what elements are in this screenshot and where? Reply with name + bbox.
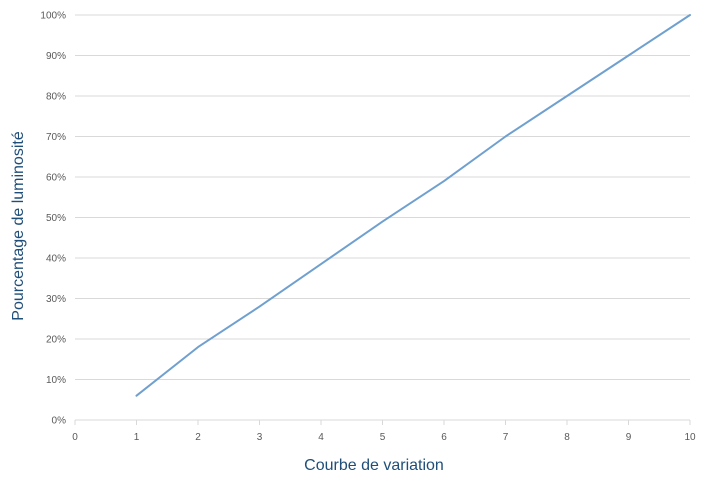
y-tick-label: 70% [46, 132, 66, 143]
y-tick-label: 30% [46, 294, 66, 305]
x-tick-label: 3 [257, 432, 263, 443]
x-tick-label: 1 [134, 432, 140, 443]
y-tick-label: 10% [46, 375, 66, 386]
gridlines [75, 14, 690, 380]
axes [74, 419, 691, 425]
x-tick-label: 8 [564, 432, 570, 443]
x-tick-label: 0 [72, 432, 78, 443]
y-tick-label: 40% [46, 254, 66, 265]
series-lines [135, 14, 691, 397]
x-tick-label: 7 [503, 432, 509, 443]
x-tick-label: 10 [684, 432, 696, 443]
y-tick-labels: 0% 10% 20% 30% 40% 50% 60% 70% 80% 90% 100% [40, 11, 66, 427]
y-tick-label: 100% [40, 11, 66, 22]
x-tick-label: 4 [318, 432, 324, 443]
y-axis-title: Pourcentage de luminosité [10, 131, 27, 321]
y-tick-label: 0% [52, 416, 67, 427]
x-tick-labels: 0 1 2 3 4 5 6 7 8 9 10 [72, 432, 696, 443]
y-tick-label: 50% [46, 213, 66, 224]
y-tick-label: 60% [46, 173, 66, 184]
y-tick-label: 20% [46, 335, 66, 346]
x-axis-title: Courbe de variation [304, 457, 444, 474]
x-tick-label: 5 [380, 432, 386, 443]
series-line [135, 14, 691, 397]
x-tick-label: 2 [195, 432, 201, 443]
x-tick-label: 9 [626, 432, 632, 443]
y-tick-label: 90% [46, 51, 66, 62]
y-tick-label: 80% [46, 92, 66, 103]
x-tick-label: 6 [441, 432, 447, 443]
